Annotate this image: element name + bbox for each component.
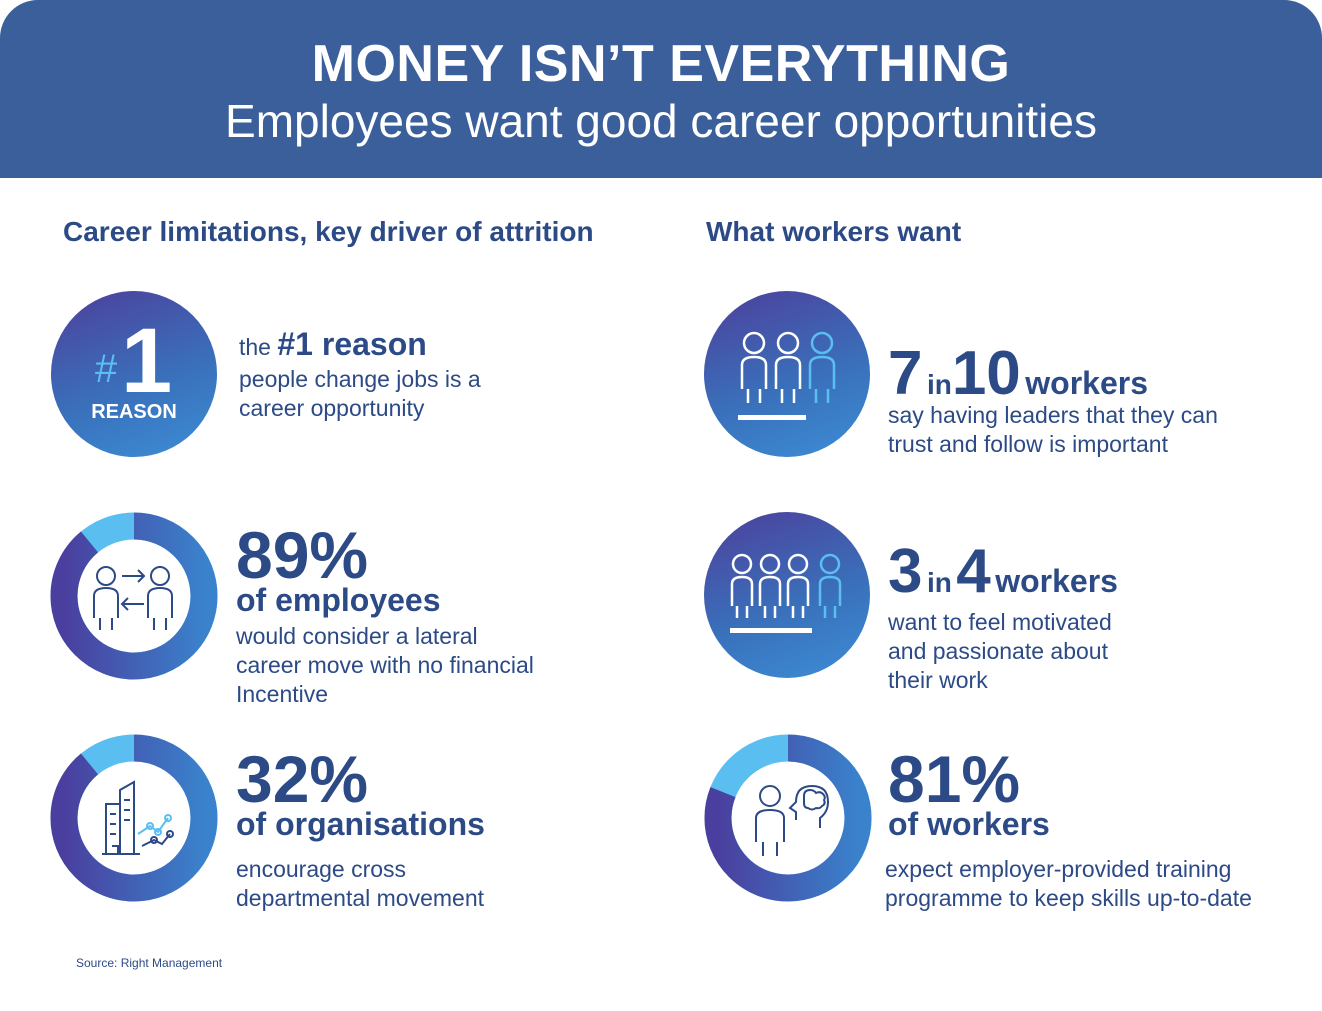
organisations-line-1: encourage cross [236, 856, 407, 882]
four-people-badge [704, 512, 870, 678]
reason-pre: the [239, 334, 278, 360]
employees-line-2: career move with no financial [236, 652, 534, 678]
employees-ring-chart [50, 512, 218, 680]
badge-label: REASON [91, 401, 177, 423]
leaders-num-b: 10 [951, 339, 1021, 408]
motivated-ratio: 3 in 4 workers [888, 536, 1118, 607]
people-exchange-icon [93, 566, 173, 630]
leaders-unit: workers [1025, 365, 1148, 401]
motivated-num-b: 4 [956, 537, 991, 606]
right-section-title: What workers want [706, 216, 962, 247]
leaders-line-1: say having leaders that they can [888, 402, 1218, 428]
workers-line-1: expect employer-provided training [885, 856, 1232, 882]
workers-ring-chart [704, 734, 872, 902]
building-growth-icon [102, 780, 174, 855]
organisations-line-2: departmental movement [236, 885, 485, 911]
workers-percent: 81% [888, 742, 1021, 816]
leaders-num-a: 7 [888, 339, 923, 408]
motivated-num-a: 3 [888, 537, 923, 606]
organisations-percent: 32% [236, 742, 369, 816]
motivated-line-3: their work [888, 667, 988, 693]
ring-value-arc [50, 512, 218, 680]
leaders-ratio: 7 in10 workers [888, 338, 1148, 409]
motivated-line-2: and passionate about [888, 638, 1108, 664]
reason-headline: the #1 reason [239, 328, 427, 362]
organisations-ring-chart [50, 734, 218, 902]
employees-percent: 89% [236, 518, 369, 592]
badge-hash: # [95, 347, 118, 391]
main-title: MONEY ISN’T EVERYTHING [311, 35, 1011, 93]
workers-headline: of workers [888, 806, 1050, 842]
reason-line-2: career opportunity [239, 395, 425, 421]
motivated-in: in [926, 567, 952, 598]
ring-value-arc [50, 734, 218, 902]
number-one-badge: # 1 REASON [51, 291, 217, 457]
main-subtitle: Employees want good career opportunities [225, 95, 1097, 147]
four-people-icon [730, 553, 842, 633]
source-note: Source: Right Management [76, 956, 223, 970]
employees-line-1: would consider a lateral [236, 623, 478, 649]
leaders-line-2: trust and follow is important [888, 431, 1168, 457]
reason-line-1: people change jobs is a [239, 366, 481, 392]
badge-number: 1 [121, 310, 173, 412]
reason-strong: #1 reason [277, 326, 427, 362]
employees-headline: of employees [236, 582, 441, 618]
header-banner: MONEY ISN’T EVERYTHING Employees want go… [0, 0, 1322, 178]
ring-value-arc [704, 734, 872, 902]
employees-line-3: Incentive [236, 681, 329, 707]
person-brain-icon [755, 784, 830, 856]
organisations-headline: of organisations [236, 806, 485, 842]
three-people-icon [738, 331, 836, 420]
motivated-unit: workers [995, 563, 1118, 599]
three-people-badge [704, 291, 870, 457]
left-section-title: Career limitations, key driver of attrit… [63, 216, 594, 247]
workers-line-2: programme to keep skills up-to-date [885, 885, 1252, 911]
leaders-in: in [926, 369, 952, 400]
motivated-line-1: want to feel motivated [888, 609, 1112, 635]
